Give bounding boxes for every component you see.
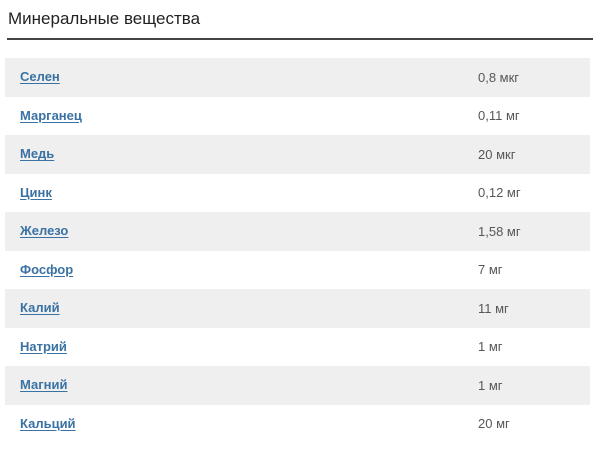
table-row: Железо 1,58 мг (5, 212, 590, 251)
table-row: Цинк 0,12 мг (5, 173, 590, 212)
mineral-name-cell: Кальций (5, 415, 478, 433)
table-row: Кальций 20 мг (5, 404, 590, 443)
mineral-link[interactable]: Натрий (20, 338, 67, 354)
mineral-name-cell: Натрий (5, 338, 478, 356)
mineral-link[interactable]: Магний (20, 377, 68, 393)
mineral-value: 20 мкг (478, 146, 516, 162)
mineral-link[interactable]: Кальций (20, 415, 76, 431)
mineral-name-cell: Марганец (5, 107, 478, 125)
table-row: Фосфор 7 мг (5, 250, 590, 289)
table-row: Медь 20 мкг (5, 135, 590, 174)
mineral-name-cell: Медь (5, 145, 478, 163)
mineral-name-cell: Фосфор (5, 261, 478, 279)
table-row: Магний 1 мг (5, 366, 590, 405)
mineral-value: 0,8 мкг (478, 69, 520, 85)
table-row: Селен 0,8 мкг (5, 58, 590, 97)
mineral-value: 20 мг (478, 416, 510, 432)
mineral-value: 0,12 мг (478, 185, 521, 201)
mineral-value: 11 мг (478, 300, 509, 316)
mineral-link[interactable]: Железо (20, 223, 69, 239)
mineral-link[interactable]: Марганец (20, 107, 82, 123)
mineral-value: 0,11 мг (478, 108, 520, 124)
section-header: Минеральные вещества (0, 0, 600, 30)
mineral-value: 1,58 мг (478, 223, 521, 239)
mineral-value: 1 мг (478, 377, 503, 393)
mineral-link[interactable]: Селен (20, 69, 60, 85)
mineral-table: Селен 0,8 мкг Марганец 0,11 мг Медь 20 м… (5, 58, 590, 443)
mineral-name-cell: Цинк (5, 184, 478, 202)
mineral-name-cell: Селен (5, 68, 478, 86)
mineral-name-cell: Калий (5, 299, 478, 317)
title-divider (7, 38, 593, 40)
mineral-link[interactable]: Калий (20, 300, 60, 316)
mineral-link[interactable]: Фосфор (20, 261, 74, 277)
table-row: Калий 11 мг (5, 289, 590, 328)
page-title: Минеральные вещества (8, 9, 201, 28)
table-row: Натрий 1 мг (5, 327, 590, 366)
mineral-name-cell: Магний (5, 376, 478, 394)
mineral-value: 7 мг (478, 262, 503, 278)
mineral-value: 1 мг (478, 339, 503, 355)
mineral-link[interactable]: Цинк (20, 184, 52, 200)
mineral-name-cell: Железо (5, 222, 478, 240)
table-row: Марганец 0,11 мг (5, 96, 590, 135)
mineral-link[interactable]: Медь (20, 146, 55, 162)
